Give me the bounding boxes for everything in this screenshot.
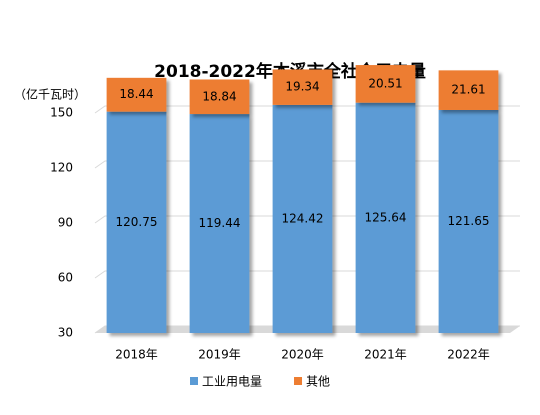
data-label: 119.44 — [199, 216, 241, 230]
x-tick-label: 2021年 — [364, 348, 407, 362]
data-label: 18.44 — [119, 87, 153, 101]
data-label: 20.51 — [368, 76, 402, 90]
x-tick-label: 2020年 — [281, 348, 324, 362]
data-label: 125.64 — [365, 210, 407, 224]
bar-segment — [189, 114, 250, 333]
legend-swatch — [190, 377, 198, 385]
y-tick-label: 60 — [58, 271, 73, 285]
x-tick-label: 2022年 — [447, 348, 490, 362]
bar-segment — [272, 69, 333, 105]
y-tick-label: 30 — [58, 326, 73, 340]
y-axis-label: （亿千瓦时） — [14, 87, 86, 102]
data-label: 19.34 — [285, 80, 319, 94]
y-tick-label: 120 — [50, 161, 73, 175]
bar-segment — [106, 111, 167, 333]
bar-segment — [355, 102, 416, 333]
data-label: 21.61 — [451, 83, 485, 97]
bar-segment — [355, 65, 416, 103]
data-label: 18.84 — [202, 89, 236, 103]
legend-label: 其他 — [306, 375, 330, 389]
legend-label: 工业用电量 — [202, 375, 262, 389]
y-tick-label: 90 — [58, 216, 73, 230]
data-label: 120.75 — [116, 215, 158, 229]
legend-swatch — [294, 377, 303, 385]
x-tick-label: 2018年 — [115, 348, 158, 362]
y-tick-label: 150 — [50, 106, 73, 120]
data-label: 124.42 — [282, 211, 324, 225]
bar-segment — [438, 70, 499, 110]
data-label: 121.65 — [448, 214, 490, 228]
bar-segment — [272, 104, 333, 333]
x-tick-label: 2019年 — [198, 348, 241, 362]
bar-segment — [106, 77, 167, 112]
bar-segment — [438, 109, 499, 333]
bar-segment — [189, 79, 250, 115]
